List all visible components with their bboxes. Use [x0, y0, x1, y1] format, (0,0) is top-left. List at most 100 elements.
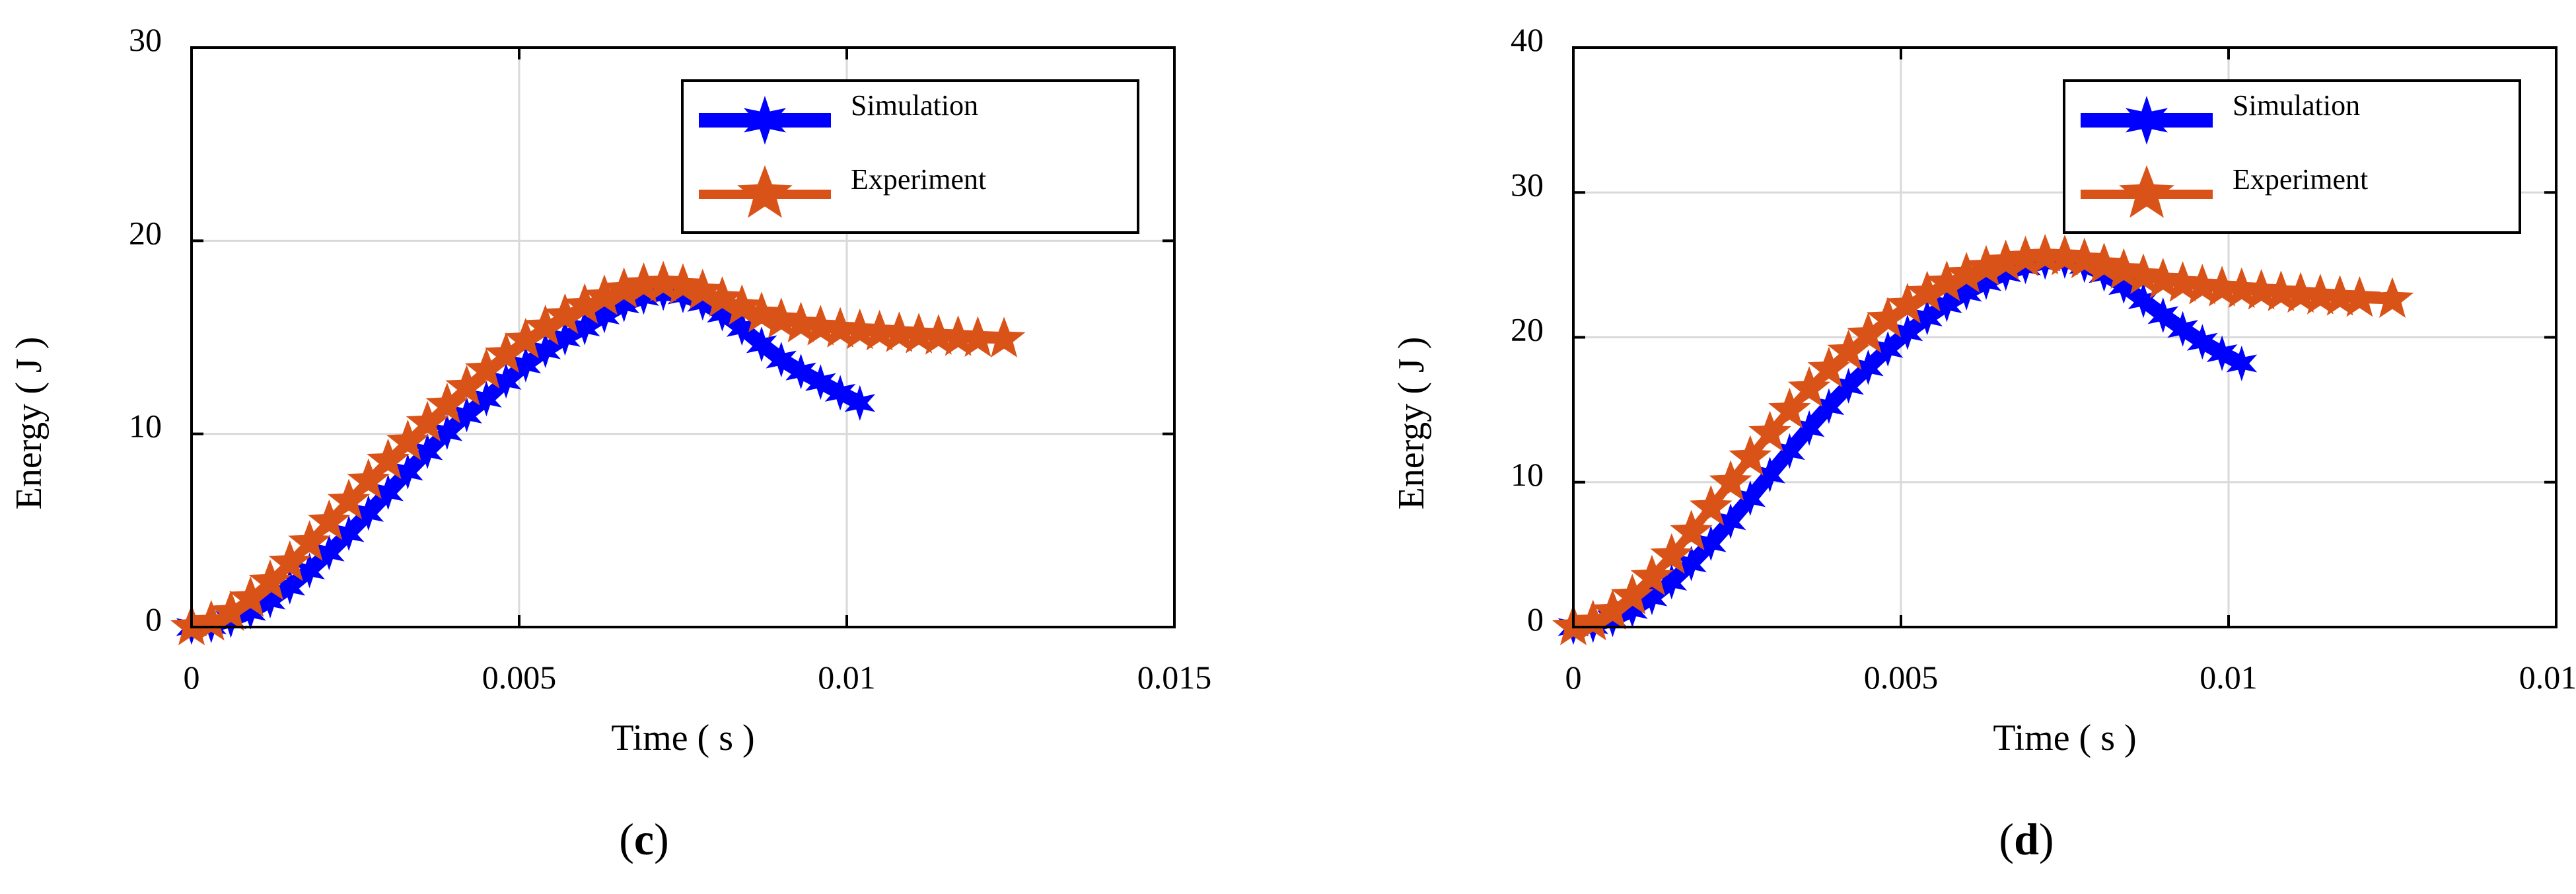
legend-label-simulation: Simulation [851, 89, 978, 122]
simulation-point [1813, 388, 1845, 424]
simulation-point [1616, 592, 1648, 628]
simulation-point [1656, 564, 1688, 600]
experiment-point [1748, 410, 1791, 452]
legend-marker-simulation [744, 96, 786, 145]
x-axis-label: Time ( s ) [611, 718, 754, 759]
simulation-point [785, 354, 816, 390]
simulation-point [1872, 331, 1904, 367]
experiment-point [1787, 366, 1831, 407]
simulation-point [2147, 297, 2179, 333]
simulation-point [530, 332, 561, 369]
experiment-point [209, 590, 252, 631]
experiment-point [1650, 533, 1694, 574]
simulation-point [2108, 268, 2139, 304]
simulation-point [844, 385, 876, 421]
simulation-point [1833, 367, 1864, 404]
experiment-point [1847, 312, 1890, 354]
experiment-point [445, 365, 488, 406]
series-experiment [170, 260, 1026, 646]
experiment-point [504, 317, 548, 359]
experiment-point [1886, 283, 1929, 324]
experiment-point [956, 316, 999, 357]
experiment-point [2220, 267, 2264, 309]
experiment-point [268, 540, 312, 581]
simulation-point [411, 433, 443, 469]
y-tick-label: 40 [1511, 21, 1544, 58]
experiment-point [2299, 274, 2342, 315]
legend-marker-experiment [2119, 165, 2174, 218]
experiment-point [1827, 329, 1870, 370]
experiment-point [622, 262, 665, 303]
x-tick-label: 0.015 [2519, 659, 2576, 696]
experiment-point [1925, 260, 1968, 301]
experiment-point [1670, 509, 1713, 550]
simulation-point [628, 279, 659, 315]
y-tick-label: 30 [1511, 166, 1544, 203]
experiment-point [602, 267, 646, 309]
x-tick-label: 0.005 [482, 659, 557, 696]
experiment-point [1807, 346, 1851, 388]
y-tick-label: 20 [1511, 311, 1544, 348]
y-tick-label: 20 [129, 214, 162, 251]
simulation-point [2186, 324, 2218, 360]
experiment-point [544, 293, 587, 334]
experiment-point [838, 308, 882, 350]
simulation-point [1793, 410, 1825, 446]
experiment-point [641, 260, 685, 302]
experiment-point [1610, 574, 1654, 615]
experiment-point [740, 291, 783, 332]
legend: Simulation Experiment [2063, 79, 2521, 234]
experiment-point [386, 419, 429, 461]
simulation-point [1970, 264, 2002, 300]
experiment-point [190, 600, 233, 641]
experiment-point [1571, 599, 1615, 641]
experiment-point [563, 283, 606, 324]
experiment-point [308, 499, 351, 540]
y-tick-label: 10 [1511, 456, 1544, 493]
y-axis-label: Energy ( J ) [9, 337, 50, 510]
x-tick-label: 0 [1565, 659, 1582, 696]
experiment-point [425, 383, 469, 424]
experiment-point [720, 284, 764, 325]
legend-label-experiment: Experiment [2233, 163, 2368, 196]
experiment-point [2161, 261, 2204, 302]
simulation-point [294, 552, 325, 589]
experiment-point [1906, 270, 1949, 312]
experiment-point [917, 314, 960, 355]
simulation-point [1754, 457, 1785, 493]
simulation-point [1676, 545, 1707, 581]
legend-label-simulation: Simulation [2233, 89, 2360, 122]
experiment-point [229, 576, 272, 617]
simulation-point [2226, 346, 2258, 381]
y-tick-label: 30 [129, 21, 162, 58]
experiment-point [897, 313, 941, 354]
simulation-point [550, 320, 581, 356]
experiment-point [701, 276, 744, 317]
experiment-point [2043, 235, 2087, 276]
experiment-point [484, 332, 528, 373]
experiment-point [1709, 460, 1752, 501]
y-tick-label: 0 [145, 601, 162, 638]
experiment-point [2023, 233, 2067, 275]
simulation-point [707, 295, 738, 332]
simulation-point [2206, 335, 2238, 371]
x-tick-label: 0 [184, 659, 200, 696]
experiment-point [661, 263, 705, 304]
simulation-point [589, 297, 620, 334]
simulation-point [1931, 286, 1962, 322]
simulation-point [2128, 282, 2159, 318]
chart-panel-d: 0 0.005 0.01 0.015 0 10 20 30 40 Time ( s ) Energy… [1391, 21, 2576, 864]
experiment-point [2102, 248, 2145, 289]
experiment-point [347, 458, 390, 500]
experiment-point [2200, 266, 2244, 307]
simulation-point [373, 474, 404, 510]
experiment-point [858, 309, 901, 351]
experiment-point [2240, 269, 2283, 310]
experiment-point [248, 559, 292, 601]
simulation-point [451, 396, 482, 433]
x-axis-label: Time ( s ) [1993, 718, 2136, 759]
experiment-point [1768, 387, 1811, 429]
experiment-point [1630, 554, 1674, 596]
simulation-point [1715, 503, 1746, 539]
simulation-point [254, 583, 286, 618]
